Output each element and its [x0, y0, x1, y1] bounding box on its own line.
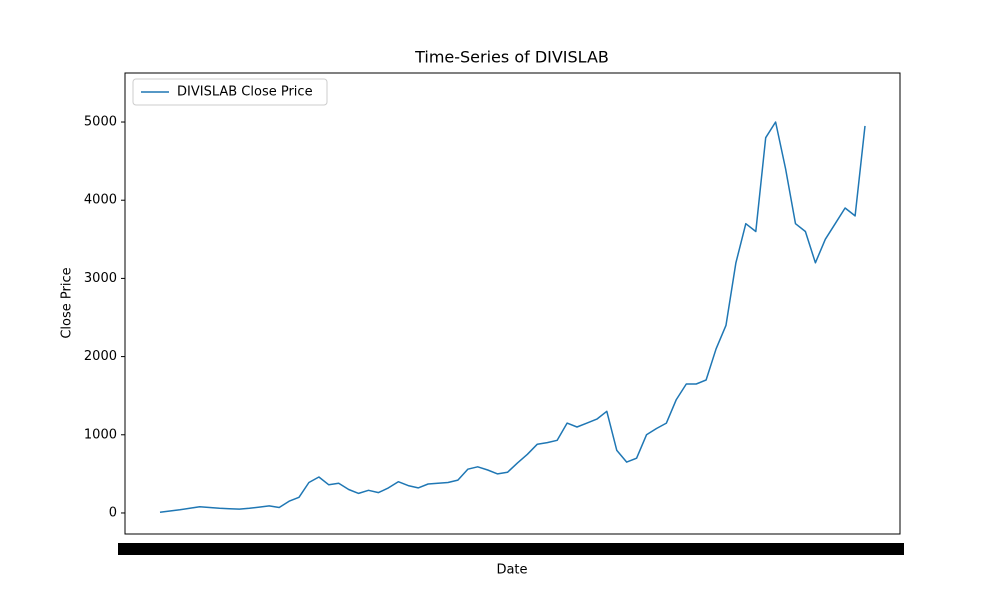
- y-axis-label: Close Price: [60, 267, 75, 338]
- y-tick-label: 4000: [84, 193, 117, 208]
- x-axis-label: Date: [496, 563, 527, 578]
- y-tick-label: 2000: [84, 349, 117, 364]
- plot-area: [124, 72, 901, 535]
- y-tick-label: 5000: [84, 115, 117, 130]
- chart-title: Time-Series of DIVISLAB: [414, 48, 609, 67]
- legend-box: [132, 78, 328, 106]
- x-tick-label-overlap: [118, 543, 904, 555]
- y-tick-label: 1000: [84, 427, 117, 442]
- legend-label: DIVISLAB Close Price: [177, 85, 313, 100]
- line-series: [159, 121, 866, 513]
- y-tick-label: 0: [109, 505, 117, 520]
- y-tick-label: 3000: [84, 271, 117, 286]
